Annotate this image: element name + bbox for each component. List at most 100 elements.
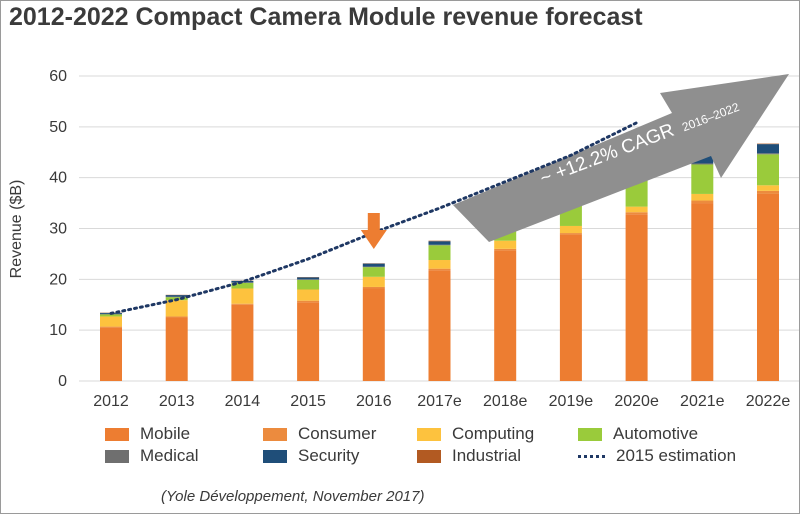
x-tick-label: 2013 <box>159 393 195 410</box>
bar-segment-computing <box>428 260 451 269</box>
bar-segment-consumer <box>428 268 451 271</box>
bar-segment-medical <box>165 296 188 298</box>
bar-segment-consumer <box>691 200 714 204</box>
revenue-chart: 0 10 20 30 40 50 60 Revenue ($B) 2012 2013 2014 2… <box>8 68 799 410</box>
bar-segment-medical <box>362 266 385 268</box>
bar-segment-automotive <box>757 154 779 186</box>
legend-item-security: Security <box>263 446 359 466</box>
bar-segment-consumer <box>362 286 385 289</box>
y-tick-label: 40 <box>49 170 67 187</box>
legend-item-medical: Medical <box>105 446 199 466</box>
bar-segment-consumer <box>757 190 779 194</box>
bar-segment-computing <box>165 300 188 317</box>
bar-segment-automotive <box>362 267 385 277</box>
bar-segment-consumer <box>559 233 582 235</box>
x-tick-label: 2015 <box>290 393 326 410</box>
legend-swatch <box>578 427 602 441</box>
x-tick-label: 2018e <box>483 393 528 410</box>
legend-label: Security <box>298 446 360 465</box>
bar-segment-consumer <box>165 316 188 318</box>
bar-segment-security <box>428 241 451 245</box>
bar-segment-mobile <box>165 317 188 381</box>
bar-segment-mobile <box>428 270 451 381</box>
bar-segment-automotive <box>100 314 122 317</box>
y-axis-label: Revenue ($B) <box>8 180 25 279</box>
chart-title: 2012-2022 Compact Camera Module revenue … <box>9 3 643 31</box>
bar-segment-mobile <box>691 203 714 381</box>
legend-label: Mobile <box>140 424 191 443</box>
legend-swatch <box>105 449 129 463</box>
y-tick-label: 30 <box>49 221 67 238</box>
y-tick-label: 0 <box>58 373 67 390</box>
bar-segment-medical <box>691 163 714 165</box>
legend: Mobile Consumer Computing Automotive Medical… <box>105 424 795 472</box>
y-tick-label: 20 <box>49 271 67 288</box>
bar-segment-computing <box>362 276 385 287</box>
legend-label: 2015 estimation <box>616 446 737 465</box>
x-tick-label: 2022e <box>746 393 791 410</box>
bar-segment-mobile <box>231 304 254 381</box>
bar-segment-mobile <box>757 193 779 381</box>
bar-segment-mobile <box>100 327 122 381</box>
legend-item-automotive: Automotive <box>578 424 698 444</box>
bar-segment-computing <box>100 316 122 327</box>
legend-swatch <box>417 449 441 463</box>
bar-segment-security <box>362 263 385 267</box>
bar-segment-mobile <box>494 250 517 381</box>
bar-segment-consumer <box>231 303 254 305</box>
y-tick-label: 50 <box>49 119 67 136</box>
bar-segment-computing <box>297 289 320 301</box>
legend-item-industrial: Industrial <box>417 446 521 466</box>
source-note: (Yole Développement, November 2017) <box>161 488 425 505</box>
legend-label: Industrial <box>452 446 521 465</box>
legend-item-mobile: Mobile <box>105 424 190 444</box>
bar-segment-industrial <box>428 240 451 242</box>
bar-segment-computing <box>691 193 714 201</box>
bar-segment-medical <box>297 279 320 280</box>
legend-swatch <box>263 427 287 441</box>
legend-label: Consumer <box>298 424 377 443</box>
bar-segment-computing <box>231 288 254 304</box>
bar-segment-consumer <box>100 326 122 328</box>
x-tick-label: 2017e <box>417 393 462 410</box>
bar-segment-medical <box>428 244 451 246</box>
legend-line-swatch <box>578 454 605 458</box>
legend-label: Medical <box>140 446 199 465</box>
x-tick-label: 2019e <box>549 393 594 410</box>
bar-segment-mobile <box>625 214 648 381</box>
legend-swatch <box>263 449 287 463</box>
legend-label: Automotive <box>613 424 699 443</box>
bar-segment-industrial <box>757 143 779 145</box>
bar-segment-security <box>757 144 779 154</box>
y-tick-label: 10 <box>49 322 67 339</box>
bar-segment-medical <box>757 153 779 155</box>
bar-segment-automotive <box>691 164 714 194</box>
y-tick-label: 60 <box>49 68 67 85</box>
x-tick-label: 2021e <box>680 393 725 410</box>
legend-label: Computing <box>452 424 535 443</box>
bar-segment-security <box>297 277 320 280</box>
bar-segment-consumer <box>297 300 320 303</box>
legend-item-computing: Computing <box>417 424 534 444</box>
bar-segment-mobile <box>362 288 385 381</box>
bar-segment-automotive <box>231 282 254 289</box>
bar-segment-computing <box>494 240 517 249</box>
x-tick-label: 2016 <box>356 393 392 410</box>
highlight-arrow-2016 <box>360 213 387 249</box>
legend-swatch <box>417 427 441 441</box>
bar-segment-security <box>165 295 188 297</box>
bar-segment-automotive <box>297 279 320 290</box>
x-tick-label: 2020e <box>614 393 659 410</box>
bar-segment-consumer <box>494 248 517 251</box>
bar-segment-automotive <box>428 245 451 261</box>
x-tick-label: 2014 <box>225 393 261 410</box>
cagr-arrow <box>453 74 789 242</box>
legend-swatch <box>105 427 129 441</box>
bar-segment-computing <box>625 206 648 213</box>
bar-segment-mobile <box>559 234 582 381</box>
bar-segment-mobile <box>297 302 320 381</box>
legend-item-consumer: Consumer <box>263 424 376 444</box>
x-tick-label: 2012 <box>93 393 129 410</box>
legend-item-2015-estimation: 2015 estimation <box>578 446 736 466</box>
